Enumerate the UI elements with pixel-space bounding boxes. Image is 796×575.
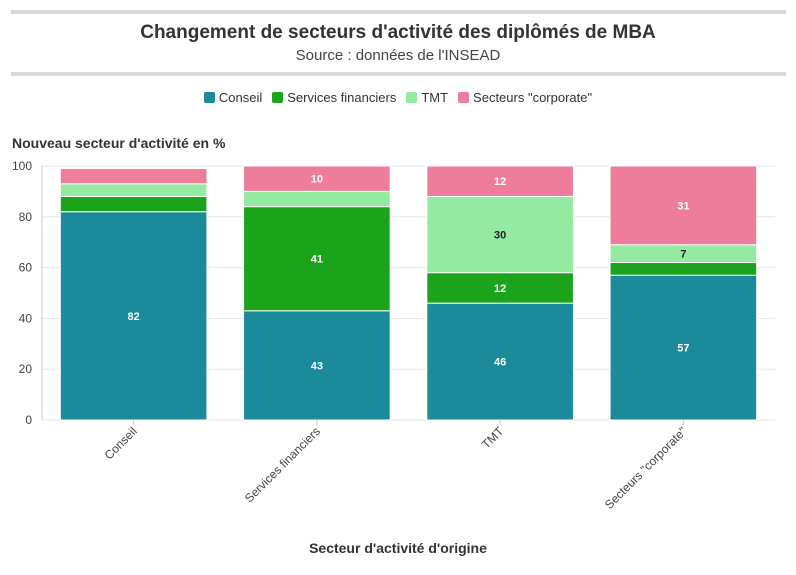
x-tick-label-tmt: TMT (479, 424, 507, 452)
data-label-tmt-conseil: 46 (494, 357, 506, 369)
data-label-services-financiers-conseil: 43 (311, 360, 323, 372)
bar-tmt-secteurs-corporate (426, 165, 574, 197)
legend-label-conseil: Conseil (218, 90, 263, 105)
legend-label-secteurs-corporate: Secteurs "corporate" (473, 90, 593, 105)
bar-secteurs-corporate-services-financiers (609, 262, 758, 276)
bar-services-financiers-secteurs-corporate (243, 165, 391, 192)
bar-services-financiers-services-financiers (243, 206, 391, 312)
legend-item-conseil[interactable]: Conseil (203, 90, 263, 105)
chart-subtitle: Source : données de l'INSEAD (295, 47, 501, 64)
bar-services-financiers-conseil (243, 310, 391, 421)
x-tick-label-services-financiers: Services financiers (242, 424, 323, 505)
data-label-tmt-services-financiers: 12 (494, 283, 506, 295)
y-tick-label-0: 0 (25, 413, 32, 427)
data-label-services-financiers-services-financiers: 41 (311, 254, 323, 266)
x-tick-label-conseil: Conseil (102, 424, 140, 462)
bar-conseil-conseil (59, 211, 208, 421)
data-label-tmt-tmt: 30 (494, 230, 506, 242)
legend-swatch-conseil (203, 92, 215, 103)
legend-swatch-services-financiers (272, 92, 284, 103)
y-tick-label-20: 20 (19, 362, 33, 376)
chart-title: Changement de secteurs d'activité des di… (140, 22, 656, 43)
y-axis-title: Nouveau secteur d'activité en % (12, 135, 226, 151)
bar-conseil-secteurs-corporate (59, 168, 208, 185)
legend-item-tmt[interactable]: TMT (406, 90, 448, 105)
bar-layer (59, 165, 758, 421)
bar-conseil-services-financiers (59, 195, 208, 213)
legend: Conseil Services financiers TMT Secteurs… (0, 90, 796, 105)
bar-services-financiers-tmt (243, 190, 391, 208)
legend-item-secteurs-corporate[interactable]: Secteurs "corporate" (458, 90, 592, 105)
bar-conseil-tmt (59, 183, 208, 197)
bar-tmt-conseil (426, 302, 574, 421)
bar-tmt-tmt (426, 195, 574, 274)
legend-item-services-financiers[interactable]: Services financiers (272, 90, 396, 105)
data-label-services-financiers-secteurs-corporate: 10 (311, 174, 323, 186)
title-top-rule (11, 10, 786, 14)
title-bottom-rule (11, 72, 786, 76)
y-tick-label-60: 60 (19, 261, 33, 275)
label-layer: 82 43 41 10 46 12 30 12 57 7 31 (128, 174, 690, 373)
bar-secteurs-corporate-secteurs-corporate (609, 165, 758, 246)
legend-swatch-tmt (406, 92, 418, 103)
data-label-secteurs-corporate-secteurs-corporate: 31 (677, 200, 689, 212)
data-label-secteurs-corporate-tmt: 7 (680, 249, 686, 261)
x-axis-title: Secteur d'activité d'origine (309, 540, 487, 556)
y-tick-label-40: 40 (19, 311, 33, 325)
data-label-conseil-conseil: 82 (128, 311, 140, 323)
x-tick-label-secteurs-corporate: Secteurs "corporate" (602, 424, 690, 512)
legend-label-services-financiers: Services financiers (287, 90, 397, 105)
y-tick-label-100: 100 (12, 159, 32, 173)
legend-swatch-secteurs-corporate (458, 92, 470, 103)
y-tick-label-80: 80 (19, 210, 33, 224)
data-label-tmt-secteurs-corporate: 12 (494, 176, 506, 188)
data-label-secteurs-corporate-conseil: 57 (677, 343, 689, 355)
legend-label-tmt: TMT (421, 90, 449, 105)
